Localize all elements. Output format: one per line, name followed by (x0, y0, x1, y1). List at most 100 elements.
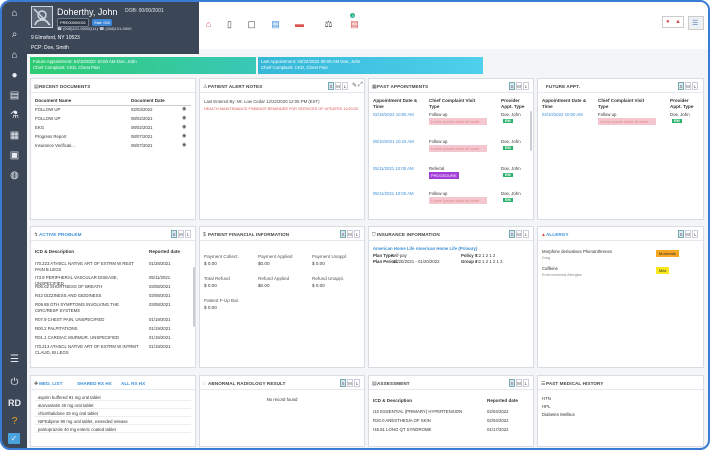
document-name[interactable]: FOLLOW UP (35, 107, 61, 112)
size-l-button[interactable]: L (523, 379, 529, 387)
refund-applied-value: $0.00 (258, 283, 270, 288)
plan-period-label: Plan Period: (373, 259, 399, 264)
panel-header: ☰ PAST MEDICAL HISTORY (538, 376, 703, 390)
patient-name: Doherthy, John (57, 7, 118, 17)
size-l-button[interactable]: L (692, 230, 698, 238)
edit-icon[interactable]: ✎ (352, 83, 358, 89)
appt-date[interactable]: 04/10/2022 10:00 AM (542, 112, 583, 117)
problem-date: 03/08/2021 (149, 293, 171, 298)
patient-balance-label: Patient F-Up Bal. (204, 298, 239, 303)
size-m-button[interactable]: M (516, 379, 522, 387)
document-date: 02/03/2022 (131, 107, 153, 112)
size-m-button[interactable]: M (347, 379, 353, 387)
no-photo-icon (33, 8, 51, 26)
billing-icon[interactable]: ▣ (9, 150, 20, 161)
size-s-button[interactable]: S (340, 379, 346, 387)
size-m-button[interactable]: M (347, 230, 353, 238)
list-icon: ☰ (541, 381, 546, 387)
appt-date[interactable]: 08/10/2021 10:15 AM (373, 139, 414, 144)
clipboard-icon[interactable]: ▦ (9, 130, 20, 141)
hospital-icon[interactable]: ⌂ (205, 19, 212, 29)
appt-date[interactable]: 05/11/2021 10:00 AM (373, 166, 414, 171)
notes-icon[interactable]: ▤ (350, 19, 359, 29)
card-icon[interactable]: ▬ (295, 19, 304, 29)
appt-date[interactable]: 05/11/2021 10:00 AM (373, 191, 414, 196)
future-appointment-bar[interactable]: Future Appointment: 04/10/2022 10:00 AM … (30, 57, 256, 74)
lab-icon[interactable]: ⚗ (10, 110, 19, 121)
pmh-item: HPL (542, 404, 551, 409)
future-appointment-text: Future Appointment: 04/10/2022 10:00 AM … (33, 59, 137, 64)
document-name[interactable]: EKG (35, 125, 45, 130)
view-icon[interactable]: ◉ (182, 124, 187, 130)
help-icon[interactable]: ? (11, 416, 18, 427)
radiology-panel: ◌ ABNORMAL RADIOLOGY RESULT S M L No rec… (199, 375, 365, 447)
document-name[interactable]: Progress Report (35, 134, 67, 139)
last-appointment-bar[interactable]: Last Appointment: 03/22/2022 09:00 AM Do… (258, 57, 483, 74)
scale-icon[interactable]: ⚖ (324, 19, 333, 29)
report-icon[interactable]: ▤ (271, 19, 280, 29)
appt-date[interactable]: 02/15/2022 10:00 AM (373, 112, 414, 117)
col-provider: Provider Appt. Type (670, 98, 694, 109)
home-icon[interactable]: ⌂ (11, 8, 18, 19)
shield-icon: ⛉ (372, 232, 376, 238)
size-s-button[interactable]: S (509, 82, 515, 90)
size-l-button[interactable]: L (185, 230, 191, 238)
problem-desc: R07.9 CHEST PAIN, UNSPECIFIED (35, 317, 105, 322)
size-m-button[interactable]: M (516, 82, 522, 90)
size-m-button[interactable]: M (335, 82, 341, 90)
size-s-button[interactable]: S (509, 230, 515, 238)
active-problem-panel: ↯ ACTIVE PROBLEM S M L ICD & Description… (30, 226, 196, 368)
size-l-button[interactable]: L (523, 82, 529, 90)
size-s-button[interactable]: S (509, 379, 515, 387)
document-name[interactable]: FOLLOW UP (35, 116, 61, 121)
all-rx-link[interactable]: ALL RX HX (121, 381, 146, 386)
insurance-plan-name[interactable]: American Home Life American Home Life (P… (373, 246, 478, 251)
globe-icon[interactable]: ◍ (10, 170, 19, 181)
scrollbar[interactable] (530, 111, 532, 151)
size-l-button[interactable]: L (354, 379, 360, 387)
size-s-button[interactable]: S (328, 82, 334, 90)
layout-menu-button[interactable]: ☰ (688, 16, 704, 30)
search-icon[interactable]: ⌕ (11, 29, 18, 40)
last-appointment-text: Last Appointment: 03/22/2022 09:00 AM Do… (261, 59, 361, 64)
size-l-button[interactable]: L (354, 230, 360, 238)
document-icon[interactable]: ▤ (9, 90, 20, 101)
policy-value: 1 2 1 2 1 2 (475, 253, 496, 258)
alerts-button[interactable]: ● ▲ (662, 16, 684, 28)
size-s-button[interactable]: S (678, 230, 684, 238)
home-nav-icon[interactable]: ⌂ (11, 50, 18, 61)
size-l-button[interactable]: L (342, 82, 348, 90)
size-l-button[interactable]: L (523, 230, 529, 238)
panel-header: ▲ ALLERGY S M L (538, 227, 703, 241)
view-icon[interactable]: ◉ (182, 106, 187, 112)
chat-icon[interactable]: ▢ (247, 19, 256, 29)
size-l-button[interactable]: L (692, 82, 698, 90)
size-s-button[interactable]: S (171, 230, 177, 238)
view-icon[interactable]: ◉ (182, 115, 187, 121)
size-m-button[interactable]: M (178, 230, 184, 238)
avatar (31, 6, 53, 28)
shared-rx-link[interactable]: SHARED RX HX (77, 381, 112, 386)
expand-icon[interactable]: ⤢ (358, 82, 363, 88)
power-icon[interactable]: ⏻ (10, 377, 19, 388)
pill-icon: ✚ (34, 381, 39, 387)
appt-type-tag: EM (503, 146, 513, 150)
size-m-button[interactable]: M (685, 230, 691, 238)
payment-unapplied-label: Payment Unappl. (312, 254, 348, 259)
panel-title: ASSESSMENT (377, 381, 410, 386)
file-icon[interactable]: ▯ (227, 19, 232, 29)
menu-icon[interactable]: ☰ (10, 354, 19, 365)
size-s-button[interactable]: S (678, 82, 684, 90)
panel-header: ✚ MED. LIST SHARED RX HX ALL RX HX (31, 376, 195, 390)
scrollbar[interactable] (193, 267, 195, 327)
size-m-button[interactable]: M (516, 230, 522, 238)
payment-applied-value: $0.00 (258, 261, 270, 266)
size-m-button[interactable]: M (685, 82, 691, 90)
visit-type-tag: PROCEDURE (429, 172, 459, 179)
size-s-button[interactable]: S (340, 230, 346, 238)
document-name[interactable]: Insurance Verificati... (35, 143, 75, 148)
view-icon[interactable]: ◉ (182, 142, 187, 148)
view-icon[interactable]: ◉ (182, 133, 187, 139)
patient-icon[interactable]: ● (11, 70, 18, 81)
user-initials[interactable]: RD (8, 398, 21, 408)
